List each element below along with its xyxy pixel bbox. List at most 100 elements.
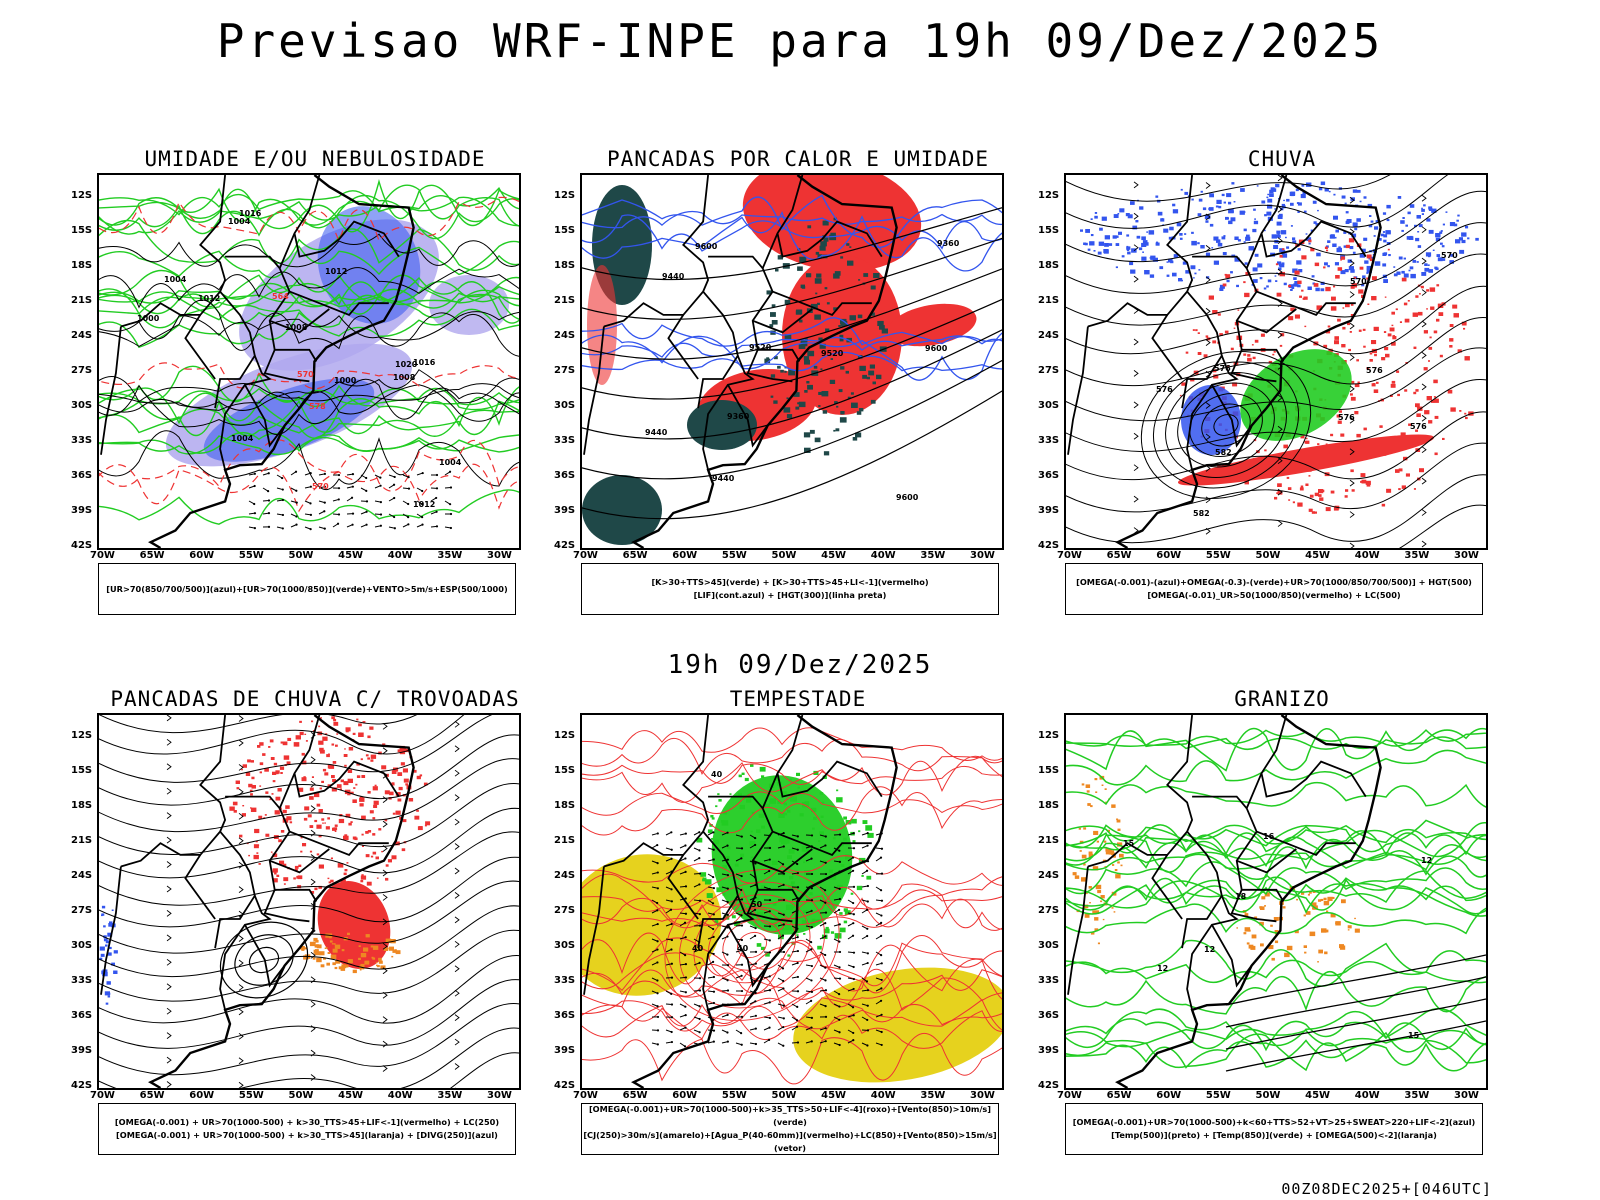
- map-svg: 582 576 576 582 576 570 576 570 576: [1066, 175, 1486, 548]
- geography-layer: [583, 175, 898, 548]
- lon-tick-label: 55W: [1205, 1090, 1231, 1101]
- contour-label: 576: [1214, 364, 1231, 373]
- contour-label: 570: [312, 482, 329, 491]
- lon-tick-label: 30W: [1454, 550, 1479, 561]
- lon-tick-label: 30W: [970, 1090, 995, 1101]
- lat-tick-label: 15S: [71, 765, 93, 777]
- lat-tick-label: 36S: [71, 470, 93, 482]
- lon-tick-label: 40W: [387, 550, 413, 561]
- map-area[interactable]: 9600 9600 9520 9600 9440 9440 9520 9440 9360 9360: [580, 173, 1004, 550]
- lon-tick-label: 60W: [1156, 550, 1182, 561]
- lat-tick-label: 15S: [1038, 765, 1060, 777]
- lat-tick-label: 39S: [1038, 505, 1060, 517]
- contour-label: 50: [751, 900, 763, 909]
- contour-label: 578: [309, 402, 326, 411]
- lon-tick-label: 45W: [1305, 1090, 1331, 1101]
- axis-labels: 12S 15S 18S 21S 24S 27S 30S 33S 36S 39S 42S 70W 65W 6…: [1038, 713, 1484, 1101]
- contour-label: 576: [1338, 413, 1355, 422]
- contour-label: 15: [1123, 839, 1135, 848]
- contour-label: 40: [737, 944, 749, 953]
- lon-tick-label: 70W: [573, 1090, 598, 1101]
- geography-layer: [100, 175, 415, 548]
- panel-title: PANCADAS DE CHUVA C/ TROVOADAS: [110, 687, 520, 711]
- lat-tick-label: 15S: [554, 765, 576, 777]
- contour-label: 1012: [325, 267, 347, 276]
- lat-tick-label: 18S: [71, 260, 93, 272]
- contour-label: 9600: [896, 493, 919, 502]
- panel-title: GRANIZO: [1234, 687, 1330, 711]
- lon-tick-label: 30W: [1454, 1090, 1479, 1101]
- lat-tick-label: 15S: [71, 225, 93, 237]
- lat-tick-label: 24S: [71, 870, 93, 882]
- map-area[interactable]: 40 40 40 50: [580, 713, 1004, 1090]
- contour-label: 1012: [198, 294, 220, 303]
- lon-tick-label: 45W: [338, 550, 364, 561]
- contour-label: 1004: [439, 458, 462, 467]
- lon-tick-label: 60W: [189, 1090, 215, 1101]
- panel-pancadas-calor: PANCADAS POR CALOR E UMIDADE 9600 9600 952…: [554, 147, 1038, 647]
- lon-tick-label: 35W: [1404, 550, 1430, 561]
- lat-tick-label: 24S: [1038, 870, 1060, 882]
- map-area[interactable]: 1012 1004 1008 1004 1004 1012 1000 1000 1004 1008…: [97, 173, 521, 550]
- lat-tick-label: 39S: [554, 1045, 576, 1057]
- lon-tick-label: 70W: [1057, 550, 1082, 561]
- contour-label: 12: [1421, 856, 1432, 865]
- lat-tick-label: 27S: [1038, 365, 1060, 377]
- lat-tick-label: 33S: [554, 435, 576, 447]
- map-svg: 1012 1004 1008 1004 1004 1012 1000 1000 1004 1008…: [99, 175, 519, 548]
- map-area[interactable]: 18 15 12 12 12 16 15: [1064, 713, 1488, 1090]
- lat-tick-label: 18S: [554, 260, 576, 272]
- contour-label: 9520: [749, 343, 772, 352]
- lat-tick-label: 15S: [554, 225, 576, 237]
- axis-labels: 12S 15S 18S 21S 24S 27S 30S 33S 36S 39S 42S 70W 65W 6…: [71, 173, 517, 561]
- lat-tick-label: 30S: [1038, 400, 1060, 412]
- lat-tick-label: 30S: [554, 940, 576, 952]
- map-area[interactable]: [97, 713, 521, 1090]
- panel-title: UMIDADE E/OU NEBULOSIDADE: [144, 147, 486, 171]
- contour-label: 40: [711, 770, 723, 779]
- panel-chuva: CHUVA 582 576 576 582 576 570 576 570 576 12S 15S…: [1038, 147, 1522, 647]
- contour-label: 1020: [395, 360, 418, 369]
- contour-label: 9440: [662, 272, 685, 281]
- lat-tick-label: 18S: [554, 800, 576, 812]
- contour-label: 9520: [821, 349, 844, 358]
- lat-tick-label: 12S: [71, 730, 93, 742]
- lon-tick-label: 30W: [970, 550, 995, 561]
- lon-tick-label: 65W: [139, 1090, 165, 1101]
- lat-tick-label: 21S: [71, 835, 93, 847]
- lon-tick-label: 65W: [1106, 550, 1132, 561]
- lat-tick-label: 42S: [1038, 540, 1060, 551]
- legend-line-2: [Temp(500)](preto) + [Temp(850)](verde) …: [1111, 1130, 1437, 1140]
- contour-label: 1012: [413, 500, 435, 509]
- lat-tick-label: 42S: [554, 1080, 576, 1091]
- lat-tick-label: 12S: [1038, 730, 1060, 742]
- legend-box: [UR>70(850/700/500)](azul)+[UR>70(1000/8…: [98, 563, 516, 615]
- lat-tick-label: 39S: [1038, 1045, 1060, 1057]
- contour-label: 570: [1441, 251, 1458, 260]
- page-title: Previsao WRF-INPE para 19h 09/Dez/2025: [216, 14, 1384, 68]
- contour-label: 1008: [285, 323, 308, 332]
- map-area[interactable]: 582 576 576 582 576 570 576 570 576: [1064, 173, 1488, 550]
- lat-tick-label: 24S: [1038, 330, 1060, 342]
- axis-labels: 12S 15S 18S 21S 24S 27S 30S 33S 36S 39S 42S 70W 65W 6…: [1038, 173, 1484, 561]
- panel-granizo: GRANIZO 18 15 12 12 12 16 15 12S 15S 18S 21S 24S 27…: [1038, 687, 1522, 1187]
- contour-label: 576: [1156, 385, 1173, 394]
- panel-title: TEMPESTADE: [729, 687, 867, 711]
- legend-line-2: [OMEGA(-0.01)_UR>50(1000/850)(vermelho) …: [1147, 590, 1401, 600]
- contour-label: 1004: [164, 275, 187, 284]
- lat-tick-label: 36S: [554, 1010, 576, 1022]
- contour-label: 16: [1263, 832, 1275, 841]
- contour-label: 9600: [925, 344, 948, 353]
- panel-tempestade: TEMPESTADE 40 40 40 50 12S 15S 18S 21S 24S 27S 30…: [554, 687, 1038, 1187]
- geography-layer: [100, 715, 415, 1088]
- lon-tick-label: 70W: [90, 550, 115, 561]
- lon-tick-label: 30W: [487, 1090, 512, 1101]
- contour-label: 1000: [334, 376, 357, 385]
- lon-tick-label: 50W: [288, 1090, 314, 1101]
- valid-time-title: 19h 09/Dez/2025: [667, 650, 933, 680]
- contour-label: 1016: [239, 209, 262, 218]
- legend-box: [OMEGA(-0.001)+UR>70(1000-500)+k>35_TTS>…: [581, 1103, 999, 1155]
- map-svg: [99, 715, 519, 1088]
- lat-tick-label: 18S: [1038, 260, 1060, 272]
- lat-tick-label: 12S: [1038, 190, 1060, 202]
